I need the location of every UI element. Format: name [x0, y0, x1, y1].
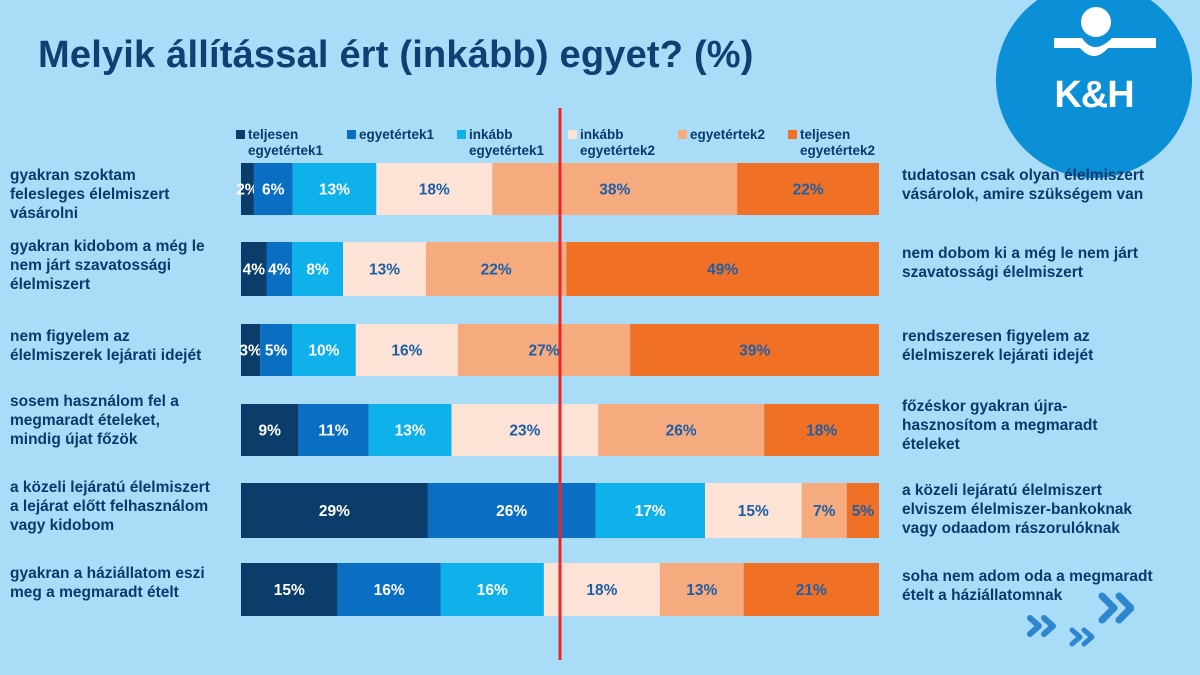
data-label: 5%: [852, 503, 875, 520]
bar-segment: [566, 242, 879, 296]
bar-segment: [764, 404, 879, 456]
data-label: 18%: [586, 582, 617, 599]
right-statement-label: főzéskor gyakran újra-hasznosítom a megm…: [902, 398, 1098, 453]
bar-segment: [241, 563, 338, 616]
data-label: 6%: [262, 182, 285, 199]
bar-segment: [241, 163, 254, 215]
right-statement-label: tudatosan csak olyan élelmiszert vásárolo…: [902, 167, 1145, 203]
chevron-arrows-icon: [1027, 592, 1134, 647]
data-label: 15%: [274, 582, 305, 599]
bar-segment: [705, 483, 802, 538]
data-label: 29%: [319, 503, 350, 520]
data-label: 17%: [635, 503, 666, 520]
bar-segment: [457, 324, 631, 376]
data-label: 26%: [496, 503, 527, 520]
data-label: 2%: [236, 182, 259, 199]
bar-segment: [427, 483, 596, 538]
bar-segment: [368, 404, 452, 456]
data-label: 22%: [481, 262, 512, 279]
right-statement-label: nem dobom ki a még le nem járt szavatossá…: [902, 245, 1139, 281]
bar-segment: [266, 242, 292, 296]
left-statement-label: gyakran a háziállatom eszi meg a megmarad…: [10, 565, 205, 601]
bar-segment: [451, 404, 599, 456]
bar-segment: [595, 483, 705, 538]
data-label: 9%: [258, 423, 281, 440]
data-label: 5%: [265, 343, 288, 360]
data-label: 7%: [813, 503, 836, 520]
right-statement-label: a közeli lejáratú élelmiszert elviszem él…: [902, 482, 1133, 537]
data-label: 13%: [686, 582, 717, 599]
bar-segment: [440, 563, 544, 616]
bar-segment: [492, 163, 738, 215]
left-statement-label: sosem használom fel a megmaradt ételeket,…: [10, 393, 179, 448]
right-statement-label: soha nem adom oda a megmaradt ételt a ház…: [902, 568, 1153, 604]
bar-segment: [253, 163, 293, 215]
bar-segment: [846, 483, 879, 538]
data-label: 22%: [793, 182, 824, 199]
data-label: 49%: [707, 262, 738, 279]
data-label: 39%: [739, 343, 770, 360]
bar-segment: [292, 324, 356, 376]
logo-text: K&H: [1054, 74, 1134, 116]
kh-logo: K&H: [996, 0, 1192, 178]
data-label: 4%: [268, 262, 291, 279]
bar-segment: [630, 324, 879, 376]
data-label: 38%: [599, 182, 630, 199]
bar-segment: [743, 563, 879, 616]
bar-segment: [659, 563, 744, 616]
data-label: 11%: [318, 423, 348, 440]
data-label: 18%: [419, 182, 450, 199]
bar-segment: [355, 324, 458, 376]
page-title: Melyik állítással ért (inkább) egyet? (%…: [38, 34, 754, 76]
left-statement-label: gyakran kidobom a még le nem járt szavato…: [10, 238, 205, 293]
bar-segment: [426, 242, 567, 296]
kh-logo-mark-icon: [1054, 7, 1156, 56]
data-label: 16%: [391, 343, 422, 360]
bar-segment: [292, 163, 377, 215]
bar-segment: [241, 242, 267, 296]
data-label: 16%: [374, 582, 405, 599]
bar-segment: [343, 242, 426, 296]
data-label: 13%: [319, 182, 350, 199]
bar-segment: [801, 483, 847, 538]
bar-segment: [241, 483, 428, 538]
bar-segment: [298, 404, 369, 456]
data-label: 13%: [395, 423, 426, 440]
data-label: 16%: [477, 582, 508, 599]
left-statement-label: a közeli lejáratú élelmiszert a lejárat e…: [10, 479, 210, 534]
data-label: 23%: [509, 423, 540, 440]
left-statement-label: gyakran szoktam felesleges élelmiszert vás…: [10, 167, 170, 222]
bar-segment: [292, 242, 343, 296]
left-statement-label: nem figyelem az élelmiszerek lejárati ide…: [10, 328, 202, 364]
bar-segment: [241, 404, 299, 456]
bar-segment: [241, 324, 261, 376]
data-label: 18%: [806, 423, 837, 440]
data-label: 10%: [308, 343, 339, 360]
data-label: 26%: [666, 423, 697, 440]
bar-segment: [598, 404, 765, 456]
right-statement-label: rendszeresen figyelem az élelmiszerek lej…: [902, 328, 1094, 364]
data-label: 15%: [738, 503, 769, 520]
bar-segment: [737, 163, 879, 215]
data-label: 13%: [369, 262, 400, 279]
data-label: 3%: [239, 343, 262, 360]
bar-segment: [376, 163, 493, 215]
bar-segment: [337, 563, 441, 616]
data-label: 4%: [243, 262, 266, 279]
bar-segment: [543, 563, 660, 616]
data-label: 8%: [306, 262, 329, 279]
bar-segment: [260, 324, 292, 376]
data-label: 21%: [796, 582, 827, 599]
data-label: 27%: [528, 343, 559, 360]
